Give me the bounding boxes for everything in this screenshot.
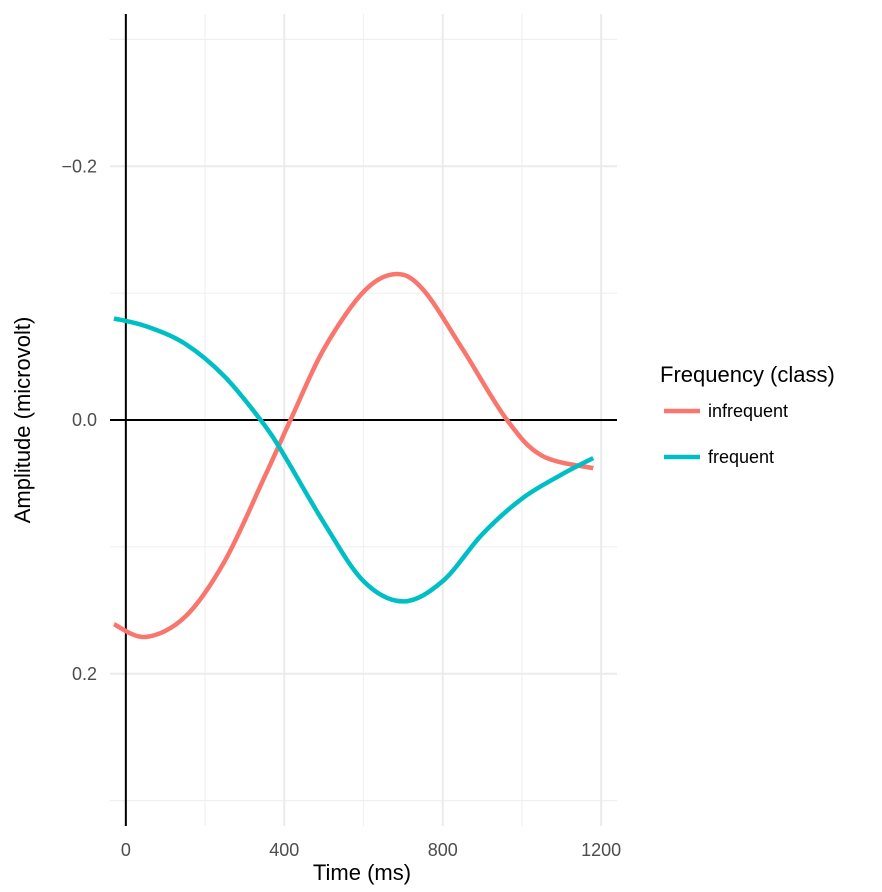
x-tick-label: 800 [428,840,458,860]
series-line-frequent [113,316,595,604]
x-tick-label: 400 [269,840,299,860]
y-tick-label: 0.0 [72,410,97,430]
series-lines [112,271,595,640]
legend-label-infrequent: infrequent [708,401,788,421]
y-tick-labels: −0.2 0.0 0.2 [61,156,97,684]
x-tick-label: 0 [121,840,131,860]
x-tick-labels: 0 400 800 1200 [121,840,621,860]
x-tick-label: 1200 [581,840,621,860]
y-tick-label: 0.2 [72,664,97,684]
y-axis-title: Amplitude (microvolt) [10,317,35,524]
series-line-infrequent [112,271,594,640]
x-axis-title: Time (ms) [313,860,411,885]
reference-lines [110,14,617,826]
legend: Frequency (class) infrequent frequent [660,362,835,467]
y-tick-label: −0.2 [61,156,97,176]
legend-label-frequent: frequent [708,447,774,467]
legend-title: Frequency (class) [660,362,835,387]
legend-items: infrequent frequent [664,401,788,467]
